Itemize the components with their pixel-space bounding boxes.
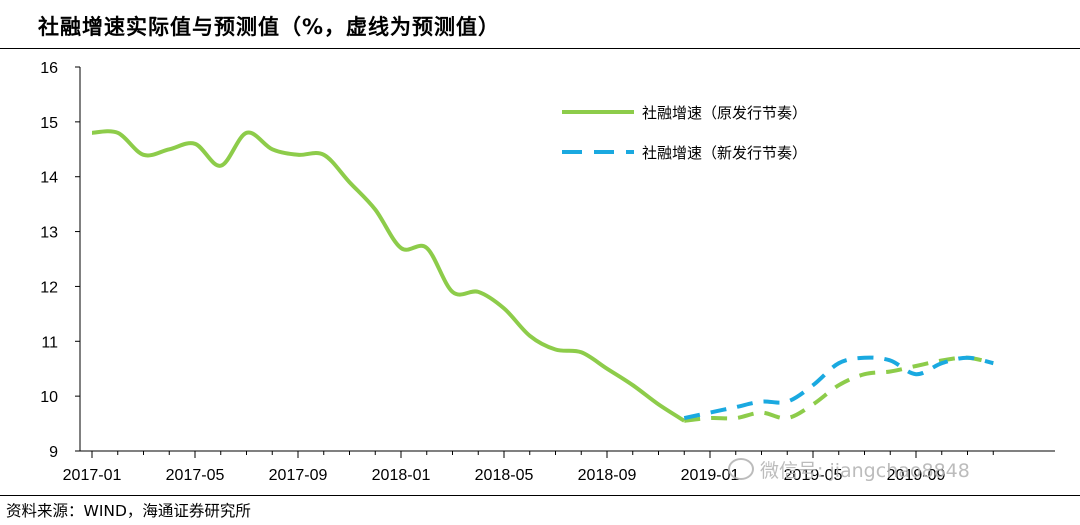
y-tick-label: 13 xyxy=(40,225,58,242)
watermark: 微信号: jiangchao8848 xyxy=(728,456,970,483)
line-chart: 16 15 14 13 12 11 10 9 2017-01 2017-05 2017-09 2018… xyxy=(40,60,1055,484)
legend-label-1: 社融增速（新发行节奏） xyxy=(642,144,807,162)
series-line-2 xyxy=(683,355,994,421)
y-tick-label: 15 xyxy=(40,115,58,132)
chart-plot-area xyxy=(91,129,994,423)
footer-divider xyxy=(0,495,1080,496)
x-tick-label: 2019-05 xyxy=(784,467,843,484)
y-tick-label: 14 xyxy=(40,170,58,187)
chart-title: 社融增速实际值与预测值（%，虚线为预测值） xyxy=(38,15,501,39)
wechat-icon xyxy=(728,458,754,480)
series-line-1 xyxy=(684,355,994,423)
x-tick-label: 2018-09 xyxy=(578,467,637,484)
legend-label-0: 社融增速（原发行节奏） xyxy=(642,104,807,122)
chart-axes: 16 15 14 13 12 11 10 9 2017-01 2017-05 2017-09 2018… xyxy=(40,60,1055,484)
source-note: 资料来源：WIND，海通证券研究所 xyxy=(6,502,251,520)
x-tick-label: 2017-09 xyxy=(269,467,328,484)
chart-legend: 社融增速（原发行节奏） 社融增速（新发行节奏） xyxy=(562,104,807,162)
y-tick-label: 16 xyxy=(40,60,58,77)
y-tick-label: 9 xyxy=(49,444,58,461)
watermark-text: 微信号: jiangchao8848 xyxy=(760,460,970,482)
y-tick-label: 11 xyxy=(41,334,58,351)
x-tick-label: 2019-01 xyxy=(681,467,740,484)
title-divider xyxy=(0,48,1080,49)
x-tick-label: 2018-05 xyxy=(475,467,534,484)
x-tick-label: 2019-09 xyxy=(887,467,946,484)
series-line-0 xyxy=(91,129,686,423)
x-tick-label: 2017-01 xyxy=(63,467,122,484)
y-tick-label: 10 xyxy=(40,389,58,406)
x-tick-label: 2018-01 xyxy=(372,467,431,484)
x-tick-label: 2017-05 xyxy=(166,467,225,484)
y-tick-label: 12 xyxy=(40,279,58,296)
